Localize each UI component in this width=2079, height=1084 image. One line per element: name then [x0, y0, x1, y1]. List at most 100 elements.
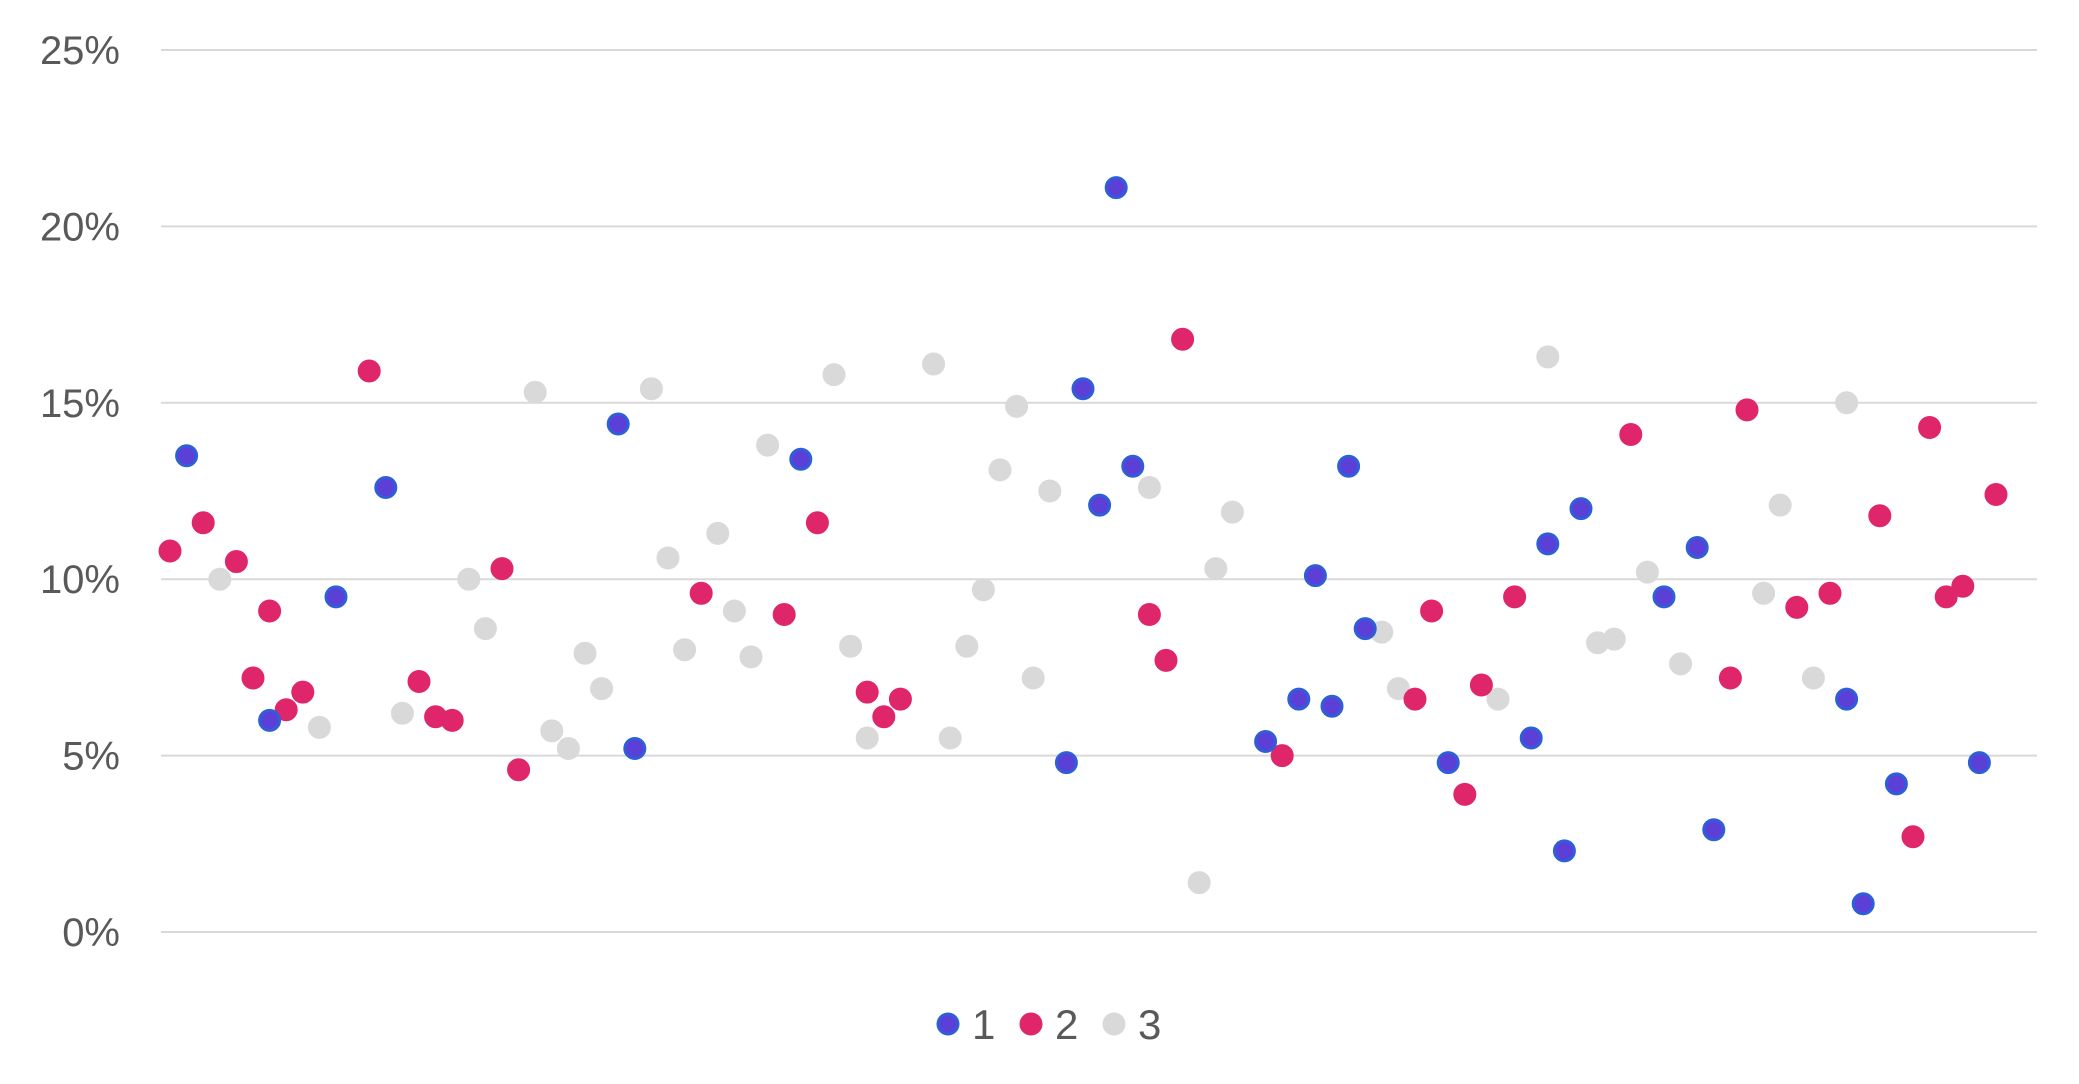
data-point-series-1	[789, 447, 813, 471]
gridlines	[161, 49, 2037, 933]
data-point-series-1	[1303, 564, 1327, 588]
legend-item-3: 3	[1102, 1001, 1161, 1048]
legend-marker	[1019, 1012, 1043, 1036]
data-point-series-1	[1835, 687, 1859, 711]
y-tick-label: 5%	[62, 735, 120, 779]
data-point-series-3	[639, 377, 663, 401]
data-point-series-3	[540, 719, 564, 743]
legend: 1 2 3	[936, 1001, 1161, 1048]
data-point-series-2	[490, 557, 514, 581]
data-point-series-1	[1552, 839, 1576, 863]
data-point-series-3	[855, 726, 879, 750]
data-point-series-1	[324, 585, 348, 609]
data-point-series-2	[241, 666, 265, 690]
y-tick-label: 0%	[62, 911, 120, 955]
data-point-series-3	[839, 634, 863, 658]
data-point-series-1	[1287, 687, 1311, 711]
data-point-series-2	[224, 550, 248, 574]
data-point-series-2	[805, 511, 829, 535]
data-point-series-1	[1967, 751, 1991, 775]
legend-item-2: 2	[1019, 1001, 1078, 1048]
data-point-series-1	[1569, 497, 1593, 521]
data-point-series-2	[689, 581, 713, 605]
data-point-series-3	[1486, 687, 1510, 711]
legend-label: 2	[1055, 1001, 1078, 1048]
data-point-series-3	[1835, 391, 1859, 415]
legend-label: 1	[972, 1001, 995, 1048]
data-point-series-1	[1088, 493, 1112, 517]
data-point-series-2	[1171, 327, 1195, 351]
y-axis-tick-labels: 0% 5% 10% 15% 20% 25%	[40, 29, 120, 955]
y-tick-label: 25%	[40, 29, 120, 73]
data-point-series-2	[872, 705, 896, 729]
data-point-series-1	[1121, 454, 1145, 478]
data-point-series-1	[623, 737, 647, 761]
data-point-series-2	[1270, 744, 1294, 768]
data-point-series-3	[1801, 666, 1825, 690]
legend-item-1: 1	[936, 1001, 995, 1048]
data-point-series-2	[1137, 602, 1161, 626]
data-point-series-3	[756, 433, 780, 457]
data-point-series-3	[971, 578, 995, 602]
data-point-series-2	[1154, 648, 1178, 672]
data-point-series-3	[988, 458, 1012, 482]
data-point-series-2	[291, 680, 315, 704]
y-tick-label: 10%	[40, 558, 120, 602]
data-point-series-3	[922, 352, 946, 376]
data-point-series-3	[656, 546, 680, 570]
data-point-series-3	[673, 638, 697, 662]
data-point-series-2	[191, 511, 215, 535]
data-point-series-3	[1021, 666, 1045, 690]
data-point-series-2	[1718, 666, 1742, 690]
data-point-series-1	[1685, 535, 1709, 559]
data-point-series-3	[1220, 500, 1244, 524]
data-point-series-2	[1735, 398, 1759, 422]
data-point-series-2	[274, 698, 298, 722]
data-point-series-2	[1951, 574, 1975, 598]
data-point-series-3	[1669, 652, 1693, 676]
data-point-series-3	[556, 737, 580, 761]
data-point-series-1	[1884, 772, 1908, 796]
data-point-series-1	[1851, 892, 1875, 916]
data-point-series-3	[590, 677, 614, 701]
data-point-series-1	[175, 444, 199, 468]
data-point-series-1	[1071, 377, 1095, 401]
data-point-series-3	[1635, 560, 1659, 584]
data-point-series-1	[1054, 751, 1078, 775]
data-points	[158, 176, 2008, 916]
data-point-series-2	[1453, 782, 1477, 806]
data-point-series-3	[955, 634, 979, 658]
data-point-series-1	[1519, 726, 1543, 750]
data-point-series-2	[1901, 825, 1925, 849]
data-point-series-1	[258, 708, 282, 732]
data-point-series-2	[855, 680, 879, 704]
data-point-series-1	[1536, 532, 1560, 556]
data-point-series-3	[1386, 677, 1410, 701]
data-point-series-2	[1619, 423, 1643, 447]
data-point-series-2	[258, 599, 282, 623]
data-point-series-1	[1702, 818, 1726, 842]
data-point-series-2	[1918, 415, 1942, 439]
data-point-series-3	[523, 380, 547, 404]
data-point-series-1	[1320, 694, 1344, 718]
data-point-series-3	[1752, 581, 1776, 605]
data-point-series-2	[407, 670, 431, 694]
data-point-series-1	[606, 412, 630, 436]
data-point-series-1	[1104, 176, 1128, 200]
data-point-series-3	[706, 521, 730, 545]
data-point-series-2	[888, 687, 912, 711]
data-point-series-2	[1503, 585, 1527, 609]
data-point-series-3	[822, 363, 846, 387]
data-point-series-3	[307, 715, 331, 739]
data-point-series-3	[938, 726, 962, 750]
data-point-series-3	[457, 567, 481, 591]
y-tick-label: 20%	[40, 205, 120, 249]
data-point-series-3	[1187, 871, 1211, 895]
data-point-series-3	[1005, 394, 1029, 418]
legend-marker	[936, 1012, 960, 1036]
data-point-series-3	[1768, 493, 1792, 517]
data-point-series-2	[772, 602, 796, 626]
data-point-series-2	[357, 359, 381, 383]
data-point-series-3	[1204, 557, 1228, 581]
